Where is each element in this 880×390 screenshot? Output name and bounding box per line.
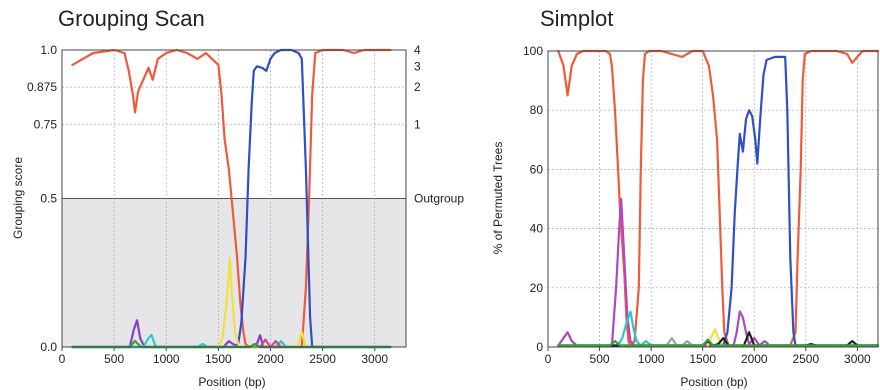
x-tick-label: 0 bbox=[545, 352, 552, 366]
y-tick-label: 0.75 bbox=[34, 117, 58, 131]
series-line-3 bbox=[557, 310, 880, 347]
y-tick-label: 60 bbox=[530, 162, 544, 176]
chart-title: Simplot bbox=[540, 6, 613, 31]
x-tick-label: 1000 bbox=[638, 352, 665, 366]
series-line-4 bbox=[217, 256, 307, 349]
simplot-chart: Simplot 0 20 40 60 80 100 0 500 1000 1500 2000 250… bbox=[491, 6, 880, 389]
x-tick-labels: 0 500 1000 1500 2000 2500 3000 bbox=[545, 352, 871, 366]
y-tick-label: 100 bbox=[523, 44, 543, 58]
series-line-4 bbox=[706, 328, 724, 347]
y-tick-label: 40 bbox=[530, 222, 544, 236]
x-tick-labels: 0 500 1000 1500 2000 2500 3000 bbox=[59, 352, 389, 366]
grouping-scan-chart: Grouping Scan 0.0 0.5 0.75 0.875 1.0 0 500 100… bbox=[11, 6, 464, 389]
chart-title: Grouping Scan bbox=[58, 6, 205, 31]
right-group-labels: 4 3 2 1 Outgroup bbox=[414, 43, 464, 206]
series-line-0 bbox=[71, 48, 392, 349]
y-tick-labels: 0.0 0.5 0.75 0.875 1.0 bbox=[27, 43, 57, 354]
series-line-1 bbox=[722, 55, 880, 347]
y-tick-label: 0.0 bbox=[40, 340, 57, 354]
x-tick-label: 500 bbox=[590, 352, 610, 366]
plot-frame bbox=[61, 49, 407, 348]
x-tick-label: 2500 bbox=[309, 352, 336, 366]
x-tick-label: 500 bbox=[104, 352, 124, 366]
x-tick-label: 1500 bbox=[689, 352, 716, 366]
y-tick-label: 80 bbox=[530, 103, 544, 117]
series-line-0 bbox=[557, 49, 880, 347]
right-group-label: 3 bbox=[414, 59, 421, 73]
x-tick-label: 3000 bbox=[844, 352, 871, 366]
y-axis-label: % of Permuted Trees bbox=[491, 142, 505, 255]
x-tick-label: 3000 bbox=[361, 352, 388, 366]
series-line-2 bbox=[71, 319, 392, 349]
right-group-label: Outgroup bbox=[414, 192, 464, 206]
x-tick-label: 1000 bbox=[153, 352, 180, 366]
series-line-5 bbox=[665, 337, 694, 347]
x-tick-label: 2500 bbox=[792, 352, 819, 366]
right-group-label: 2 bbox=[414, 80, 421, 94]
series-lines bbox=[557, 49, 880, 347]
right-group-label: 4 bbox=[414, 43, 421, 57]
y-tick-labels: 0 20 40 60 80 100 bbox=[523, 44, 543, 354]
x-tick-label: 0 bbox=[59, 352, 66, 366]
y-tick-label: 1.0 bbox=[40, 43, 57, 57]
x-axis-label: Position (bp) bbox=[680, 375, 747, 389]
series-line-3 bbox=[71, 334, 392, 349]
x-tick-label: 2000 bbox=[257, 352, 284, 366]
y-tick-label: 20 bbox=[530, 281, 544, 295]
x-tick-label: 1500 bbox=[205, 352, 232, 366]
x-tick-label: 2000 bbox=[741, 352, 768, 366]
y-tick-label: 0.875 bbox=[27, 80, 57, 94]
y-tick-label: 0 bbox=[536, 340, 543, 354]
x-axis-label: Position (bp) bbox=[198, 375, 265, 389]
series-line-1 bbox=[71, 48, 392, 349]
y-tick-label: 0.5 bbox=[40, 192, 57, 206]
series-line-7 bbox=[557, 338, 880, 347]
series-line-2 bbox=[557, 197, 880, 347]
plot-frame bbox=[547, 50, 879, 348]
y-axis-label: Grouping score bbox=[11, 157, 25, 239]
right-group-label: 1 bbox=[414, 117, 421, 131]
